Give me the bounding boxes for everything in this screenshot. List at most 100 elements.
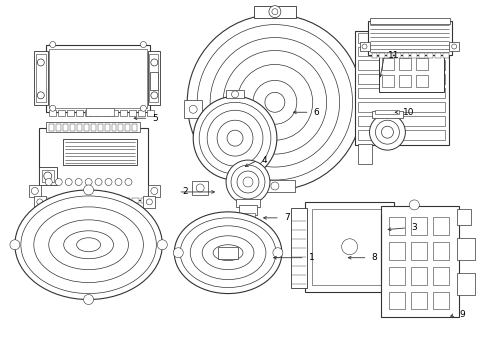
Circle shape (95, 179, 102, 185)
Bar (290, 208, 306, 288)
Text: 10: 10 (403, 108, 414, 117)
Bar (357, 75, 444, 84)
Text: 4: 4 (262, 156, 267, 165)
Bar (150, 72, 158, 90)
Bar (225, 90, 244, 98)
Bar (36, 54, 46, 102)
Circle shape (199, 102, 270, 174)
Bar (96, 198, 103, 203)
Bar (148, 185, 160, 197)
Circle shape (44, 172, 52, 180)
Circle shape (196, 184, 203, 192)
Bar (239, 205, 256, 215)
Bar (148, 50, 160, 105)
Bar (359, 41, 369, 51)
Ellipse shape (202, 236, 253, 270)
Bar (427, 54, 432, 58)
Text: 3: 3 (410, 223, 416, 232)
Bar (84, 110, 91, 116)
Circle shape (37, 92, 44, 99)
Bar (357, 144, 371, 164)
Circle shape (270, 182, 278, 190)
Bar (410, 267, 427, 285)
Bar (120, 110, 127, 116)
Bar (432, 217, 448, 235)
Bar (104, 124, 109, 131)
Bar (388, 292, 405, 310)
Circle shape (272, 248, 282, 258)
Bar (58, 110, 64, 116)
Bar (241, 213, 254, 222)
Circle shape (105, 179, 112, 185)
Bar (46, 45, 150, 112)
Bar (34, 50, 48, 105)
Bar (218, 247, 238, 259)
Circle shape (31, 188, 38, 194)
Circle shape (264, 92, 285, 112)
Bar (147, 110, 154, 116)
Circle shape (268, 6, 280, 18)
Bar (388, 267, 405, 285)
Bar (410, 54, 416, 58)
Bar (456, 238, 474, 260)
Bar (357, 130, 444, 140)
Circle shape (381, 126, 393, 138)
Bar (382, 75, 394, 87)
Circle shape (65, 179, 72, 185)
Bar (367, 21, 451, 55)
Bar (143, 196, 155, 208)
Circle shape (85, 179, 92, 185)
Circle shape (341, 239, 357, 255)
Circle shape (115, 179, 122, 185)
Circle shape (45, 179, 52, 185)
Bar (354, 31, 448, 145)
Bar (371, 111, 403, 118)
Ellipse shape (174, 212, 281, 293)
Bar (442, 54, 448, 58)
Bar (375, 110, 399, 114)
Bar (399, 58, 410, 71)
Circle shape (187, 15, 362, 190)
Bar (76, 110, 82, 116)
Text: 7: 7 (283, 213, 289, 222)
Bar (69, 198, 77, 203)
Circle shape (375, 120, 399, 144)
Bar (415, 58, 427, 71)
Circle shape (37, 59, 44, 66)
Bar (129, 110, 136, 116)
Bar (382, 41, 394, 54)
Bar (388, 217, 405, 235)
Circle shape (173, 248, 183, 258)
Bar (304, 202, 394, 292)
Bar (371, 54, 377, 58)
Circle shape (197, 24, 352, 180)
Bar (311, 209, 386, 285)
Circle shape (10, 240, 20, 250)
Circle shape (252, 80, 296, 124)
Bar (56, 124, 61, 131)
Bar (419, 54, 425, 58)
Text: 1: 1 (308, 253, 314, 262)
Bar (111, 110, 118, 116)
Bar (434, 54, 440, 58)
Bar (123, 198, 130, 203)
Text: 9: 9 (458, 310, 464, 319)
Bar (29, 185, 41, 197)
Bar (125, 124, 130, 131)
Circle shape (83, 294, 93, 305)
Bar (90, 124, 95, 131)
Bar (369, 18, 449, 24)
Bar (149, 54, 158, 102)
Bar (49, 110, 56, 116)
Circle shape (151, 92, 158, 99)
Bar (118, 124, 123, 131)
Bar (357, 32, 444, 42)
Ellipse shape (77, 238, 101, 252)
Bar (403, 54, 408, 58)
Ellipse shape (63, 231, 113, 259)
Circle shape (83, 185, 93, 195)
Circle shape (50, 41, 56, 48)
Circle shape (237, 171, 259, 193)
Bar (34, 196, 46, 208)
Bar (138, 110, 145, 116)
